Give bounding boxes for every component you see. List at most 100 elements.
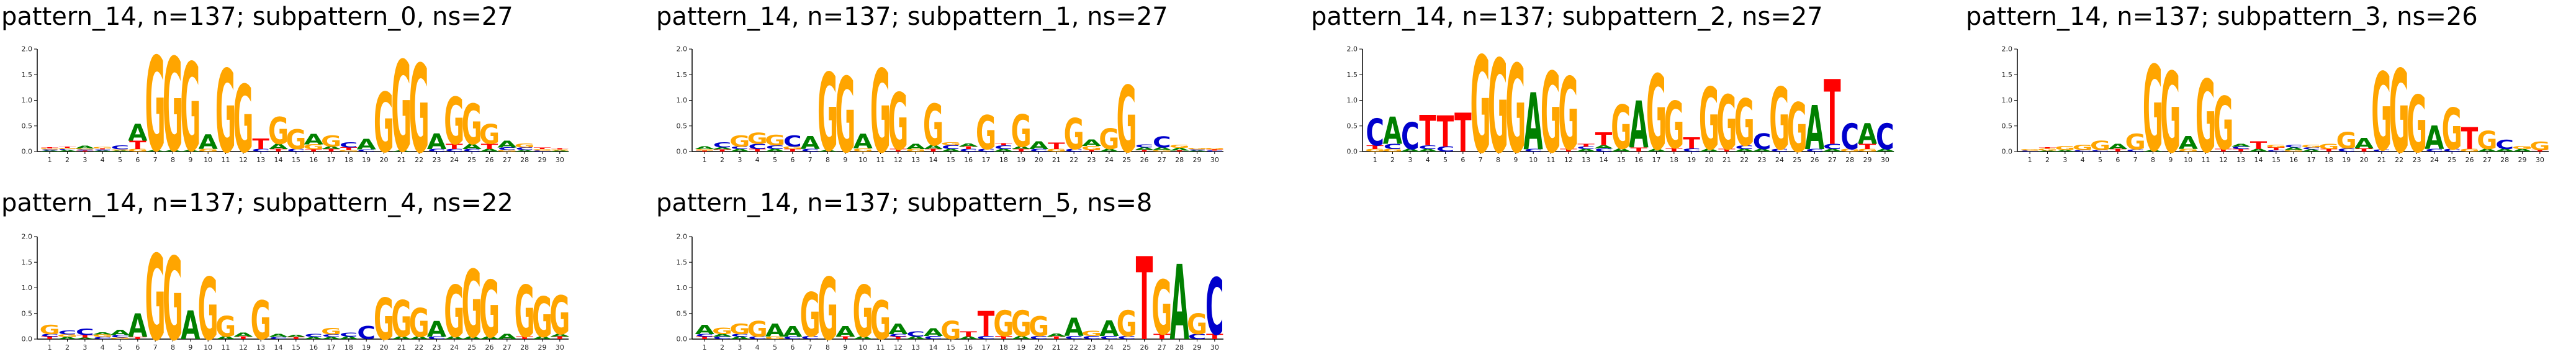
x-tick-label: 24 [2430, 156, 2439, 164]
logo-letter-C: C [731, 334, 749, 338]
logo-letter-C: C [2302, 147, 2321, 150]
logo-letter-G: G [338, 150, 359, 152]
x-tick-label: 24 [1105, 156, 1114, 164]
logo-letter-A: A [269, 333, 289, 338]
logo-letter-A: A [497, 332, 516, 341]
logo-letter-A: A [1170, 147, 1190, 152]
x-tick-label: 6 [135, 343, 140, 352]
logo-letter-T: T [340, 147, 358, 151]
logo-letter-C: C [76, 149, 94, 151]
logo-letter-G: G [532, 148, 552, 151]
logo-letter-C: C [748, 336, 767, 340]
x-tick-label: 9 [188, 343, 192, 352]
logo-letter-G: G [906, 148, 926, 153]
logo-letter-A: A [1858, 118, 1878, 151]
logo-letter-A: A [2354, 135, 2374, 152]
logo-letter-C: C [1876, 116, 1894, 158]
x-tick-label: 7 [808, 343, 813, 352]
y-tick-label: 0.5 [677, 122, 688, 130]
x-tick-label: 24 [1105, 343, 1114, 352]
x-tick-label: 19 [2342, 156, 2351, 164]
x-tick-label: 3 [737, 156, 742, 164]
logo-letter-G: G [479, 119, 500, 150]
x-tick-label: 5 [1443, 156, 1448, 164]
logo-letter-T: T [1048, 336, 1065, 340]
x-tick-label: 29 [538, 343, 547, 352]
x-tick-label: 8 [826, 156, 830, 164]
x-tick-label: 17 [327, 156, 336, 164]
logo-letter-T: T [2531, 150, 2549, 152]
logo-letter-T: T [270, 148, 287, 153]
logo-letter-A: A [695, 146, 715, 150]
x-tick-label: 18 [345, 343, 353, 352]
logo-letter-A: A [765, 320, 785, 341]
logo-letter-C: C [695, 334, 714, 338]
y-tick-label: 0.5 [677, 309, 688, 317]
logo-letter-T: T [1206, 149, 1223, 151]
x-tick-label: 11 [2202, 156, 2210, 164]
logo-letter-C: C [713, 141, 732, 150]
logo-letter-G: G [1699, 70, 1719, 169]
logo-letter-A: A [1099, 316, 1119, 341]
logo-letter-C: C [2020, 150, 2039, 152]
logo-letter-G: G [1646, 53, 1667, 174]
x-tick-label: 1 [703, 343, 707, 352]
logo-letter-A: A [75, 145, 95, 150]
logo-letter-T: T [1665, 147, 1683, 153]
logo-letter-C: C [287, 148, 305, 153]
logo-letter-A: A [2055, 150, 2075, 152]
x-tick-label: 21 [2377, 156, 2386, 164]
x-tick-label: 26 [485, 343, 494, 352]
logo-panel-1: pattern_14, n=137; subpattern_1, ns=27 0.… [656, 2, 1225, 179]
x-tick-label: 4 [101, 156, 105, 164]
x-tick-label: 16 [309, 343, 318, 352]
logo-letter-G: G [1029, 311, 1049, 343]
logo-letter-T: T [534, 147, 551, 150]
logo-letter-G: G [729, 132, 750, 150]
logo-letter-T: T [995, 143, 1012, 146]
logo-letter-A: A [1647, 148, 1667, 153]
logo-letter-C: C [40, 334, 59, 338]
logo-letter-C: C [2073, 150, 2092, 152]
logo-letter-T: T [1577, 143, 1595, 147]
logo-letter-G: G [462, 251, 482, 354]
logo-letter-A: A [1577, 148, 1596, 153]
logo-letter-A: A [2143, 150, 2163, 152]
logo-letter-A: A [1383, 110, 1403, 153]
x-tick-label: 27 [503, 343, 511, 352]
x-tick-label: 25 [467, 156, 476, 164]
x-tick-label: 21 [397, 343, 406, 352]
logo-letter-A: A [392, 150, 411, 152]
logo-letter-G: G [2529, 140, 2550, 153]
x-tick-label: 2 [1390, 156, 1395, 164]
logo-letter-G: G [782, 146, 803, 150]
logo-letter-T: T [41, 147, 58, 149]
x-tick-label: 28 [520, 156, 529, 164]
logo-letter-A: A [1611, 148, 1631, 153]
logo-letter-A: A [2249, 148, 2269, 153]
x-tick-label: 5 [773, 343, 777, 352]
x-tick-label: 14 [274, 343, 283, 352]
logo-letter-A: A [58, 150, 78, 152]
x-tick-label: 26 [1140, 343, 1149, 352]
x-tick-label: 4 [1426, 156, 1430, 164]
logo-letter-G: G [409, 40, 430, 181]
logo-letter-C: C [357, 149, 376, 152]
logo-letter-A: A [906, 336, 926, 340]
logo-letter-C: C [304, 333, 323, 338]
logo-letter-T: T [925, 148, 942, 153]
logo-letter-A: A [888, 321, 908, 338]
logo-letter-G: G [127, 148, 148, 153]
x-tick-label: 10 [204, 156, 212, 164]
logo-letter-A: A [1400, 148, 1420, 153]
logo-letter-A: A [357, 137, 377, 153]
logo-letter-C: C [1188, 332, 1207, 341]
logo-letter-A: A [801, 133, 820, 153]
logo-letter-T: T [1048, 142, 1065, 152]
panel-title: pattern_14, n=137; subpattern_4, ns=22 [1, 189, 513, 217]
x-tick-label: 22 [1070, 343, 1078, 352]
logo-letter-A: A [110, 329, 130, 337]
logo-letter-T: T [76, 334, 94, 338]
x-tick-label: 30 [556, 343, 564, 352]
logo-letter-T: T [978, 305, 995, 345]
